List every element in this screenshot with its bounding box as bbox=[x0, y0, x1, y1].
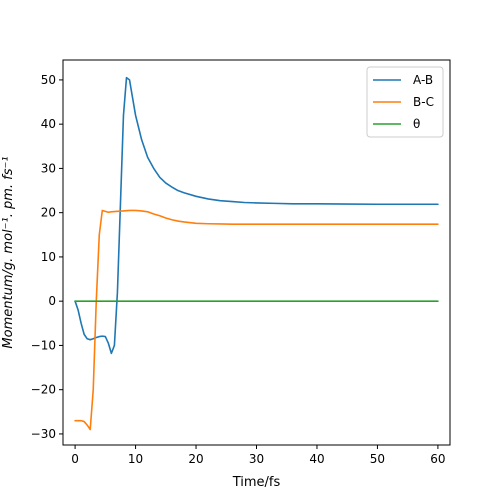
legend: A-B B-C θ bbox=[366, 66, 444, 138]
x-tick-label: 0 bbox=[71, 452, 79, 466]
series-line-1 bbox=[74, 209, 439, 431]
y-tick-label: 40 bbox=[41, 117, 56, 131]
legend-label-0: A-B bbox=[413, 73, 433, 87]
x-tick-label: 30 bbox=[249, 452, 264, 466]
x-tick-label: 20 bbox=[188, 452, 203, 466]
x-tick-label: 40 bbox=[309, 452, 324, 466]
legend-label-1: B-C bbox=[413, 95, 434, 109]
y-tick-label: 50 bbox=[41, 73, 56, 87]
y-tick-label: 20 bbox=[41, 206, 56, 220]
y-axis-label: Momentum/g. mol⁻¹. pm. fs⁻¹ bbox=[1, 156, 16, 348]
y-tick-label: −10 bbox=[31, 338, 56, 352]
plot-series bbox=[74, 76, 439, 431]
x-axis-ticks: 0 10 20 30 40 50 60 bbox=[71, 445, 446, 466]
y-tick-label: 0 bbox=[48, 294, 56, 308]
y-tick-label: −20 bbox=[31, 383, 56, 397]
x-tick-label: 50 bbox=[370, 452, 385, 466]
legend-label-2: θ bbox=[413, 117, 420, 131]
x-tick-label: 60 bbox=[430, 452, 445, 466]
y-tick-label: −30 bbox=[31, 427, 56, 441]
x-tick-label: 10 bbox=[128, 452, 143, 466]
x-axis-label: Time/fs bbox=[232, 475, 281, 490]
y-tick-label: 30 bbox=[41, 161, 56, 175]
y-axis-ticks: −30 −20 −10 0 10 20 30 40 50 bbox=[31, 73, 63, 441]
legend-box bbox=[366, 66, 444, 138]
y-tick-label: 10 bbox=[41, 250, 56, 264]
